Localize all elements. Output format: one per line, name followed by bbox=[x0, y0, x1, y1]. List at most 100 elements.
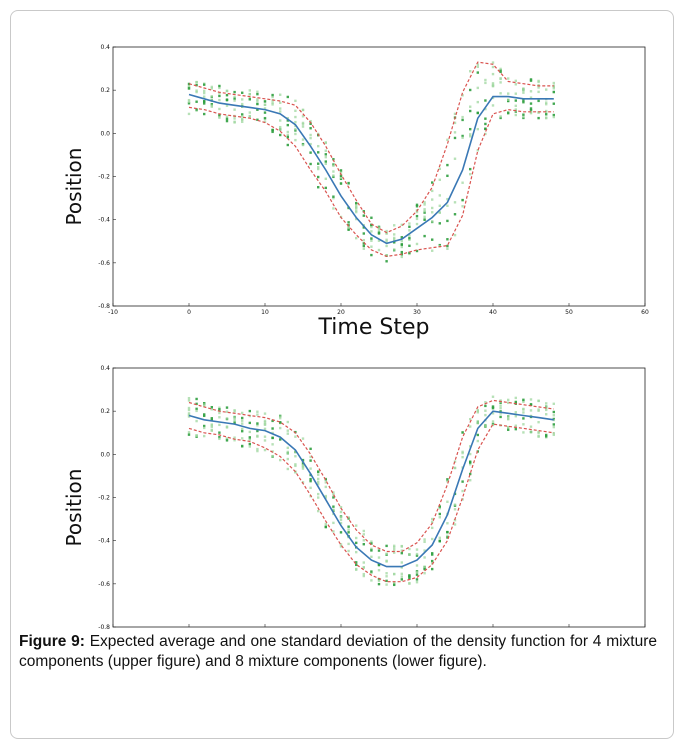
sample-point bbox=[263, 412, 267, 415]
sample-point bbox=[187, 102, 191, 105]
sample-point bbox=[415, 249, 419, 253]
sample-point bbox=[537, 408, 540, 411]
sample-point bbox=[537, 420, 540, 424]
sample-point bbox=[324, 522, 327, 526]
sample-point bbox=[362, 244, 365, 248]
sample-point bbox=[431, 181, 434, 184]
sample-point bbox=[545, 408, 548, 412]
sample-point bbox=[233, 419, 236, 423]
sample-point bbox=[491, 82, 495, 85]
sample-point bbox=[370, 570, 373, 573]
sample-point bbox=[256, 429, 259, 433]
sample-point bbox=[507, 428, 510, 431]
sample-point bbox=[370, 571, 373, 575]
sample-point bbox=[263, 427, 267, 431]
sample-point bbox=[203, 91, 206, 95]
sample-point bbox=[385, 544, 388, 548]
sample-point bbox=[408, 547, 411, 551]
sample-point bbox=[256, 99, 259, 103]
y-tick-label: -0.4 bbox=[98, 538, 110, 545]
sample-point bbox=[362, 242, 365, 245]
sample-point bbox=[332, 207, 335, 210]
sample-point bbox=[332, 505, 335, 508]
sample-point bbox=[203, 89, 206, 93]
sample-point bbox=[545, 402, 548, 405]
sample-point bbox=[552, 81, 555, 85]
sample-point bbox=[461, 451, 464, 455]
sample-point bbox=[537, 409, 540, 412]
sample-point bbox=[446, 536, 449, 539]
sample-point bbox=[514, 396, 517, 400]
sample-point bbox=[431, 553, 434, 556]
sample-point bbox=[210, 425, 213, 429]
sample-point bbox=[294, 132, 297, 136]
sample-point bbox=[332, 164, 335, 167]
y-tick-label: -0.6 bbox=[98, 581, 110, 588]
sample-point bbox=[263, 107, 267, 110]
sample-point bbox=[317, 470, 320, 474]
sample-point bbox=[271, 130, 274, 134]
sample-point bbox=[324, 494, 327, 498]
sample-point bbox=[476, 100, 479, 104]
sample-point bbox=[203, 100, 206, 103]
sample-point bbox=[377, 229, 381, 233]
sample-point bbox=[317, 167, 320, 171]
sample-point bbox=[294, 455, 297, 458]
sample-point bbox=[529, 111, 533, 115]
sample-point bbox=[499, 415, 502, 419]
sample-point bbox=[415, 210, 419, 214]
sample-point bbox=[484, 117, 487, 120]
sample-point bbox=[347, 531, 350, 534]
sample-point bbox=[317, 473, 320, 476]
sample-point bbox=[423, 218, 426, 221]
sample-point bbox=[484, 99, 487, 102]
sample-point bbox=[393, 238, 396, 241]
sample-point bbox=[408, 582, 411, 585]
sample-point bbox=[218, 116, 221, 119]
sample-point bbox=[408, 229, 411, 232]
sample-point bbox=[362, 574, 365, 578]
sample-point bbox=[279, 133, 282, 137]
sample-point bbox=[537, 90, 540, 94]
sample-point bbox=[438, 516, 441, 519]
sample-point bbox=[499, 70, 502, 74]
sample-point bbox=[522, 115, 525, 119]
sample-point bbox=[225, 417, 229, 420]
sample-point bbox=[370, 223, 373, 226]
y-tick-label: 0.4 bbox=[100, 44, 110, 51]
sample-point bbox=[203, 434, 206, 438]
sample-point bbox=[241, 411, 244, 415]
sample-point bbox=[241, 422, 244, 425]
sample-point bbox=[514, 411, 517, 414]
sample-point bbox=[514, 104, 517, 107]
sample-point bbox=[225, 410, 229, 413]
sample-point bbox=[286, 116, 289, 120]
sample-point bbox=[400, 572, 403, 576]
sample-point bbox=[400, 239, 403, 243]
y-tick-label: -0.8 bbox=[98, 303, 110, 310]
sample-point bbox=[332, 521, 335, 525]
x-tick-label: 20 bbox=[337, 309, 345, 316]
sample-point bbox=[377, 231, 381, 234]
sample-point bbox=[438, 536, 441, 540]
sample-point bbox=[552, 90, 555, 94]
std-upper-line bbox=[188, 399, 554, 553]
sample-point bbox=[552, 425, 555, 429]
sample-point bbox=[241, 437, 244, 440]
sample-point bbox=[438, 178, 441, 182]
sample-point bbox=[332, 175, 335, 179]
sample-point bbox=[491, 83, 495, 87]
sample-point bbox=[263, 111, 267, 114]
sample-point bbox=[529, 96, 533, 99]
std-lower-line bbox=[188, 423, 554, 583]
sample-point bbox=[453, 466, 457, 470]
sample-point bbox=[233, 120, 236, 124]
sample-point bbox=[453, 157, 457, 160]
sample-point bbox=[256, 447, 259, 451]
sample-point bbox=[187, 396, 191, 400]
sample-point bbox=[423, 201, 426, 204]
sample-point bbox=[233, 99, 236, 102]
sample-point bbox=[370, 225, 373, 229]
sample-point bbox=[248, 89, 251, 92]
sample-point bbox=[324, 141, 327, 144]
